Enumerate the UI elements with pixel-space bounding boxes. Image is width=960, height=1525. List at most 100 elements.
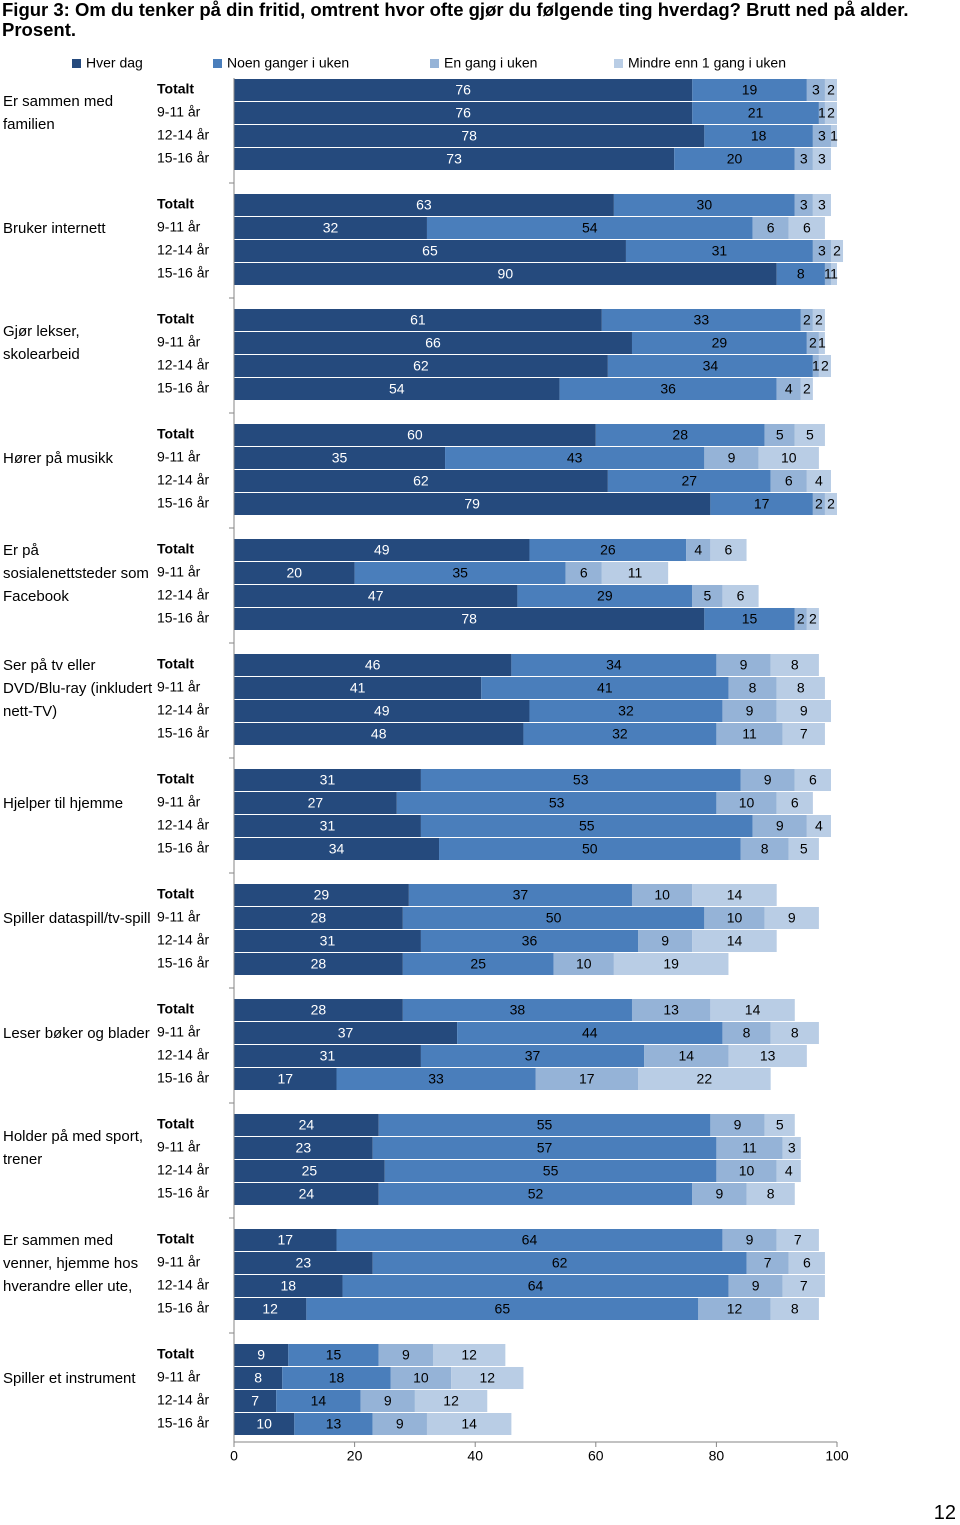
bar-segment: [451, 1367, 524, 1389]
row-label: 15-16 år: [157, 1070, 209, 1086]
data-label: 32: [618, 703, 634, 719]
bar-segment: [794, 769, 831, 791]
bar-segment: [710, 1114, 765, 1136]
data-label: 10: [576, 956, 592, 972]
data-label: 50: [582, 841, 598, 857]
data-label: 9: [728, 450, 736, 466]
data-label: 41: [350, 680, 366, 696]
data-label: 57: [537, 1140, 553, 1156]
row-label: Totalt: [157, 771, 194, 787]
bar-segment: [782, 1137, 801, 1159]
bar-segment: [511, 654, 717, 676]
bar-segment: [234, 792, 397, 814]
bar-segment: [794, 608, 807, 630]
data-label: 2: [803, 381, 811, 397]
bar-segment: [716, 792, 777, 814]
data-label: 36: [660, 381, 676, 397]
data-label: 49: [374, 703, 390, 719]
data-label: 2: [809, 335, 817, 351]
bar-segment: [342, 1275, 729, 1297]
bar-segment: [824, 102, 837, 124]
bar-segment: [234, 470, 608, 492]
bar-segment: [234, 309, 602, 331]
data-label: 6: [803, 1255, 811, 1271]
data-label: 9: [746, 703, 754, 719]
bar-segment: [234, 1275, 343, 1297]
bar-segment: [234, 493, 711, 515]
data-label: 65: [495, 1301, 511, 1317]
data-label: 8: [749, 680, 757, 696]
group-label: Spiller dataspill/tv-spill: [3, 909, 151, 927]
bar-segment: [553, 953, 614, 975]
bar-segment: [692, 1183, 747, 1205]
group-label: Bruker internett: [3, 219, 106, 237]
data-label: 8: [791, 1301, 799, 1317]
data-label: 12: [443, 1393, 459, 1409]
bar-segment: [794, 194, 813, 216]
bar-segment: [794, 424, 825, 446]
group-label: Leser bøker og blader: [3, 1024, 150, 1042]
data-label: 28: [311, 956, 327, 972]
row-label: Totalt: [157, 541, 194, 557]
row-label: 12-14 år: [157, 1277, 209, 1293]
bar-segment: [776, 378, 801, 400]
data-label: 3: [788, 1140, 796, 1156]
bar-segment: [390, 1367, 452, 1389]
data-label: 2: [833, 243, 841, 259]
row-label: 15-16 år: [157, 955, 209, 971]
group-label: Ser på tv eller DVD/Blu-ray (inkludert n…: [3, 656, 153, 720]
data-label: 2: [821, 358, 829, 374]
group-label: Hjelper til hjemme: [3, 794, 124, 812]
data-label: 8: [767, 1186, 775, 1202]
bar-segment: [746, 1183, 795, 1205]
data-label: 62: [552, 1255, 568, 1271]
bar-segment: [234, 332, 632, 354]
bar-segment: [776, 677, 825, 699]
data-label: 31: [712, 243, 728, 259]
bar-segment: [234, 1022, 458, 1044]
bar-segment: [420, 769, 741, 791]
data-label: 29: [597, 588, 613, 604]
data-label: 9: [402, 1347, 410, 1363]
bar-segment: [692, 930, 777, 952]
data-label: 18: [280, 1278, 296, 1294]
bar-segment: [698, 1298, 771, 1320]
data-label: 17: [754, 496, 770, 512]
bar-segment: [716, 654, 771, 676]
data-label: 9: [764, 772, 772, 788]
bar-segment: [716, 1160, 777, 1182]
bar-segment: [234, 194, 614, 216]
bar-segment: [776, 1229, 819, 1251]
row-label: 9-11 år: [157, 104, 201, 120]
bar-segment: [402, 999, 632, 1021]
data-label: 4: [815, 818, 823, 834]
data-label: 7: [794, 1232, 802, 1248]
row-label: 9-11 år: [157, 794, 201, 810]
group-label: Er sammen med familien: [3, 93, 114, 133]
bar-segment: [770, 470, 807, 492]
x-tick-label: 20: [347, 1448, 363, 1464]
row-label: Totalt: [157, 886, 194, 902]
data-label: 1: [830, 266, 838, 282]
bar-segment: [378, 1183, 693, 1205]
row-label: 15-16 år: [157, 840, 209, 856]
bar-segment: [740, 769, 795, 791]
x-tick-label: 40: [467, 1448, 483, 1464]
data-label: 4: [815, 473, 823, 489]
bar-segment: [625, 240, 813, 262]
bar-segment: [426, 217, 753, 239]
row-label: Totalt: [157, 1116, 194, 1132]
data-label: 23: [296, 1255, 312, 1271]
bar-segment: [812, 240, 831, 262]
data-label: 4: [785, 1163, 793, 1179]
bar-segment: [812, 309, 825, 331]
data-label: 29: [712, 335, 728, 351]
bar-segment: [234, 677, 482, 699]
row-label: 15-16 år: [157, 150, 209, 166]
data-label: 18: [329, 1370, 345, 1386]
data-label: 64: [522, 1232, 538, 1248]
data-label: 7: [800, 726, 808, 742]
bar-segment: [234, 930, 421, 952]
data-label: 9: [746, 1232, 754, 1248]
group-label: Er sammen med venner, hjemme hos hverand…: [3, 1231, 139, 1295]
